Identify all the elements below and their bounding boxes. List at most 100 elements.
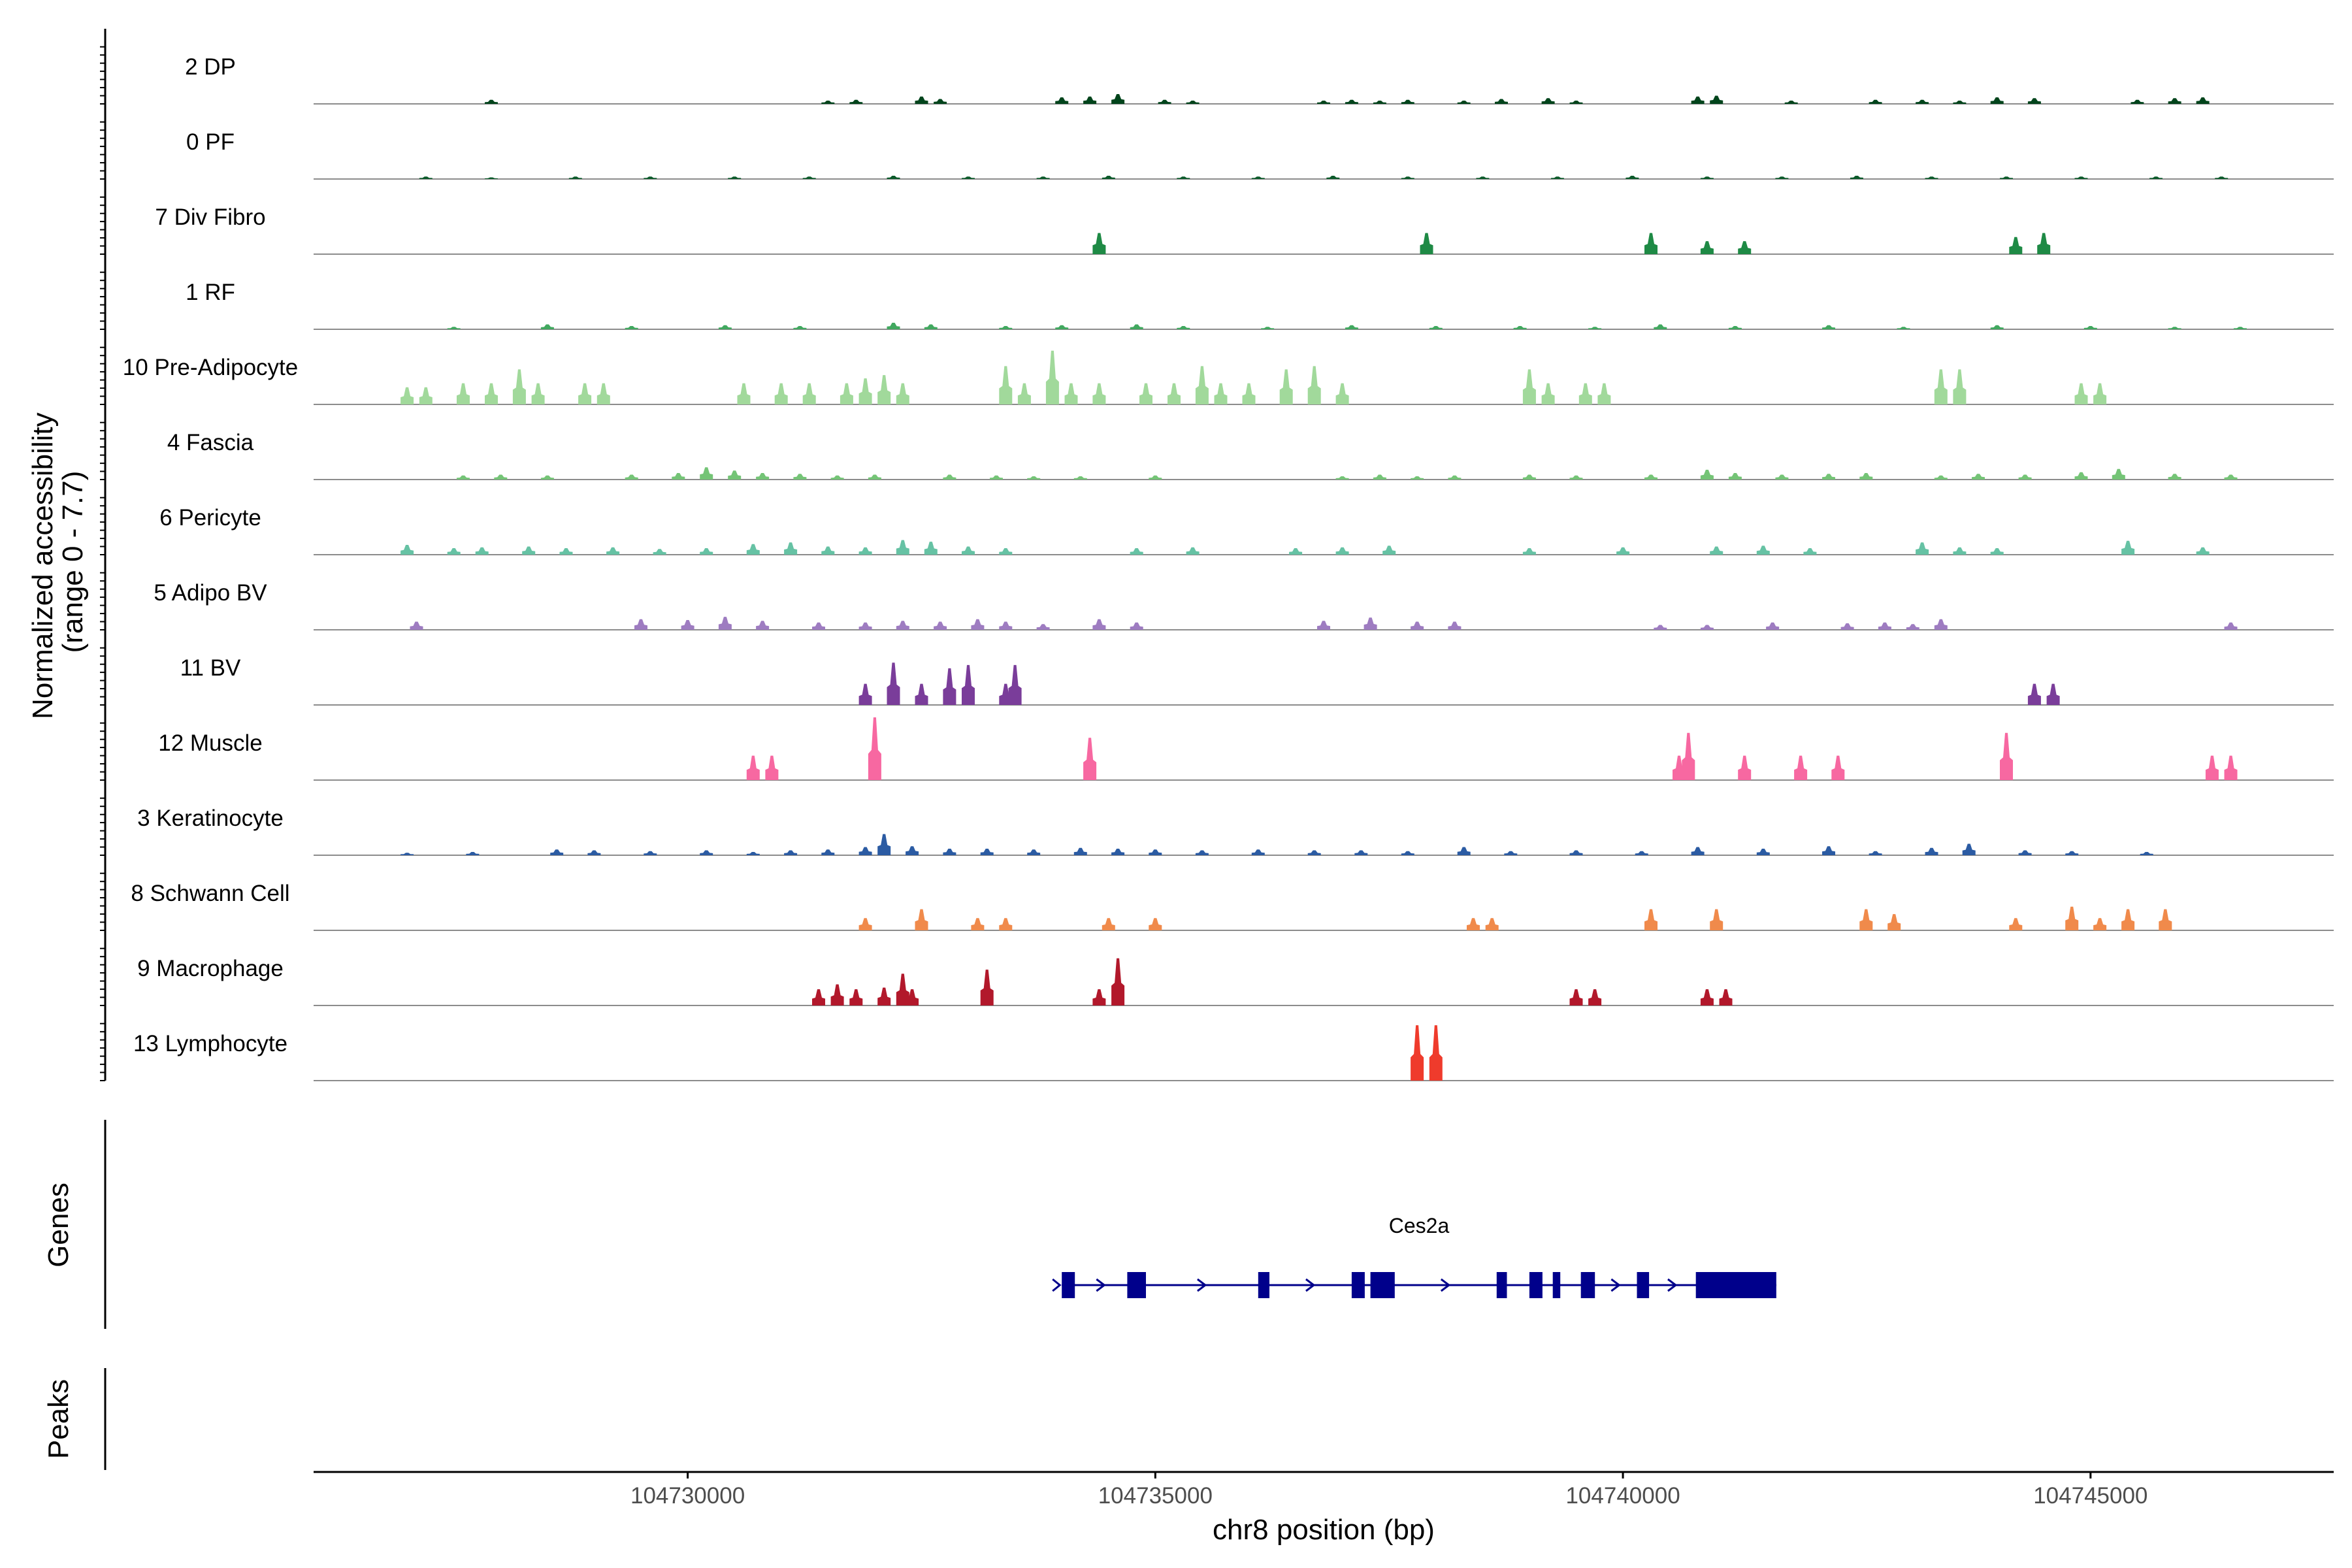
accessibility-peak	[634, 619, 647, 630]
accessibility-peak	[1055, 97, 1069, 104]
accessibility-peak	[980, 849, 994, 855]
accessibility-peak	[1775, 176, 1789, 179]
accessibility-peak	[1195, 366, 1209, 404]
accessibility-peak	[1429, 326, 1443, 329]
track-label: 5 Adipo BV	[154, 580, 267, 606]
accessibility-peak	[906, 989, 919, 1005]
accessibility-peak	[1644, 909, 1658, 930]
accessibility-peak	[1335, 383, 1349, 404]
accessibility-peak	[802, 176, 816, 179]
accessibility-peak	[1644, 233, 1658, 254]
accessibility-peak	[868, 717, 881, 780]
accessibility-peak	[606, 547, 620, 555]
accessibility-peak	[644, 176, 657, 179]
track-label: 12 Muscle	[158, 730, 263, 756]
accessibility-peak	[1953, 369, 1967, 404]
accessibility-peak	[1401, 851, 1414, 855]
accessibility-peak	[915, 909, 928, 930]
accessibility-peak	[2018, 850, 2032, 855]
accessibility-peak	[1317, 621, 1330, 630]
accessibility-peak	[550, 849, 564, 855]
accessibility-peak	[1916, 99, 1929, 104]
accessibility-peak	[1635, 851, 1648, 855]
accessibility-peak	[812, 622, 825, 630]
accessibility-tracks: 2 DP 0 PF 7 Div Fibro 1 RF 10 Pre-Adipocyte 4…	[123, 54, 2334, 1081]
accessibility-peak	[1934, 369, 1948, 404]
accessibility-peak	[1177, 326, 1190, 329]
accessibility-peak	[1738, 755, 1752, 780]
accessibility-peak	[802, 383, 816, 404]
accessibility-peak	[2140, 852, 2153, 855]
accessibility-peak	[700, 467, 713, 480]
accessibility-peak	[1859, 473, 1873, 480]
accessibility-peak	[1111, 958, 1125, 1005]
accessibility-peak	[1654, 625, 1667, 630]
accessibility-peak	[1186, 101, 1200, 104]
accessibility-peak	[1588, 327, 1602, 329]
accessibility-peak	[962, 176, 975, 179]
accessibility-peak	[1092, 383, 1106, 404]
accessibility-peak	[1569, 850, 1583, 855]
accessibility-peak	[1700, 625, 1714, 630]
accessibility-peak	[400, 387, 414, 404]
accessibility-peak	[1953, 101, 1967, 104]
accessibility-peak	[1541, 98, 1555, 104]
accessibility-peak	[1990, 548, 2004, 555]
accessibility-peak	[1691, 96, 1705, 104]
accessibility-peak	[2018, 474, 2032, 480]
accessibility-peak	[2037, 233, 2051, 254]
accessibility-peak	[1756, 546, 1770, 555]
accessibility-peak	[2093, 918, 2107, 930]
accessibility-peak	[540, 475, 554, 480]
accessibility-peak	[2196, 547, 2210, 555]
accessibility-peak	[1906, 624, 1919, 630]
accessibility-peak	[1364, 617, 1377, 630]
accessibility-peak	[1822, 474, 1835, 480]
accessibility-peak	[625, 326, 638, 329]
accessibility-peak	[756, 473, 770, 480]
gene-exon	[1062, 1272, 1075, 1298]
accessibility-peak	[812, 989, 825, 1005]
accessibility-peak	[400, 853, 414, 855]
accessibility-peak	[1457, 847, 1471, 855]
accessibility-peak	[1335, 547, 1349, 555]
accessibility-peak	[943, 668, 956, 705]
accessibility-peak	[1307, 366, 1321, 404]
track-label: 0 PF	[186, 129, 235, 155]
accessibility-peak	[1775, 474, 1789, 480]
accessibility-peak	[999, 621, 1013, 630]
accessibility-peak	[1345, 99, 1358, 104]
accessibility-peak	[1522, 548, 1536, 555]
accessibility-peak	[1401, 176, 1414, 179]
accessibility-peak	[1625, 176, 1639, 179]
accessibility-peak	[896, 383, 909, 404]
track-9-macrophage: 9 Macrophage	[137, 956, 2334, 1006]
accessibility-peak	[821, 546, 835, 555]
accessibility-peak	[849, 99, 863, 104]
accessibility-peak	[1794, 755, 1808, 780]
accessibility-peak	[1784, 101, 1798, 104]
accessibility-peak	[1691, 847, 1705, 855]
gene-ces2a: Ces2a	[1052, 1214, 1776, 1298]
accessibility-peak	[681, 620, 694, 630]
gene-exon	[1496, 1272, 1507, 1298]
accessibility-peak	[990, 475, 1003, 480]
accessibility-peak	[774, 383, 788, 404]
accessibility-peak	[1766, 622, 1780, 630]
accessibility-peak	[1597, 383, 1611, 404]
accessibility-peak	[578, 383, 592, 404]
accessibility-peak	[1719, 989, 1733, 1005]
accessibility-peak	[531, 383, 545, 404]
accessibility-peak	[849, 989, 863, 1005]
accessibility-peak	[840, 383, 853, 404]
accessibility-peak	[1962, 843, 1976, 855]
accessibility-peak	[858, 622, 872, 630]
accessibility-peak	[915, 683, 928, 705]
x-axis-title: chr8 position (bp)	[1213, 1514, 1435, 1546]
accessibility-peak	[1289, 548, 1303, 555]
accessibility-peak	[1149, 918, 1162, 930]
accessibility-peak	[934, 621, 947, 630]
accessibility-peak	[1710, 546, 1723, 555]
accessibility-peak	[2149, 176, 2163, 179]
